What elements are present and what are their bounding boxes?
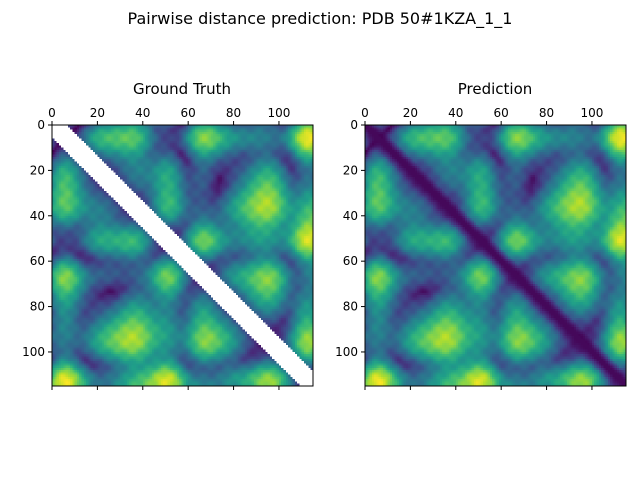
- x-tick-label: 0: [48, 106, 56, 120]
- x-tick-label: 60: [181, 106, 196, 120]
- panel-title-prediction: Prediction: [458, 80, 533, 98]
- y-tick-label: 80: [343, 300, 358, 314]
- y-tick-label: 80: [30, 300, 45, 314]
- x-tick-label: 100: [268, 106, 291, 120]
- x-tick-label: 80: [539, 106, 554, 120]
- y-tick-label: 40: [30, 209, 45, 223]
- ticks-ground-truth: 0 20 40 60 80 100 0 20 40 60 80 100: [22, 106, 290, 390]
- y-tick-label: 60: [30, 254, 45, 268]
- y-tick-label: 20: [30, 163, 45, 177]
- ticks-prediction: 0 20 40 60 80 100 0 20 40 60 80 100: [335, 106, 603, 390]
- y-tick-label: 0: [350, 118, 358, 132]
- y-tick-label: 100: [22, 345, 45, 359]
- panel-ground-truth: Ground Truth 0 20 40 60 80 100 0 20 40 60 80 100: [22, 80, 314, 390]
- heatmap-prediction: [365, 125, 626, 386]
- axes-frame-prediction: [364, 124, 627, 387]
- heatmap-ground-truth: [52, 125, 313, 386]
- x-tick-label: 100: [581, 106, 604, 120]
- x-tick-label: 0: [361, 106, 369, 120]
- x-tick-label: 20: [403, 106, 418, 120]
- axes-frame-ground-truth: [51, 124, 314, 387]
- figure-suptitle: Pairwise distance prediction: PDB 50#1KZ…: [128, 9, 513, 29]
- y-tick-label: 60: [343, 254, 358, 268]
- y-tick-label: 0: [37, 118, 45, 132]
- y-tick-label: 40: [343, 209, 358, 223]
- x-tick-label: 80: [226, 106, 241, 120]
- x-tick-label: 40: [448, 106, 463, 120]
- x-tick-label: 40: [135, 106, 150, 120]
- x-tick-label: 60: [494, 106, 509, 120]
- panel-prediction: Prediction 0 20 40 60 80 100 0 20 40 60 80 100: [335, 80, 627, 390]
- x-tick-label: 20: [90, 106, 105, 120]
- y-tick-label: 20: [343, 163, 358, 177]
- y-tick-label: 100: [335, 345, 358, 359]
- panel-title-ground-truth: Ground Truth: [133, 80, 231, 98]
